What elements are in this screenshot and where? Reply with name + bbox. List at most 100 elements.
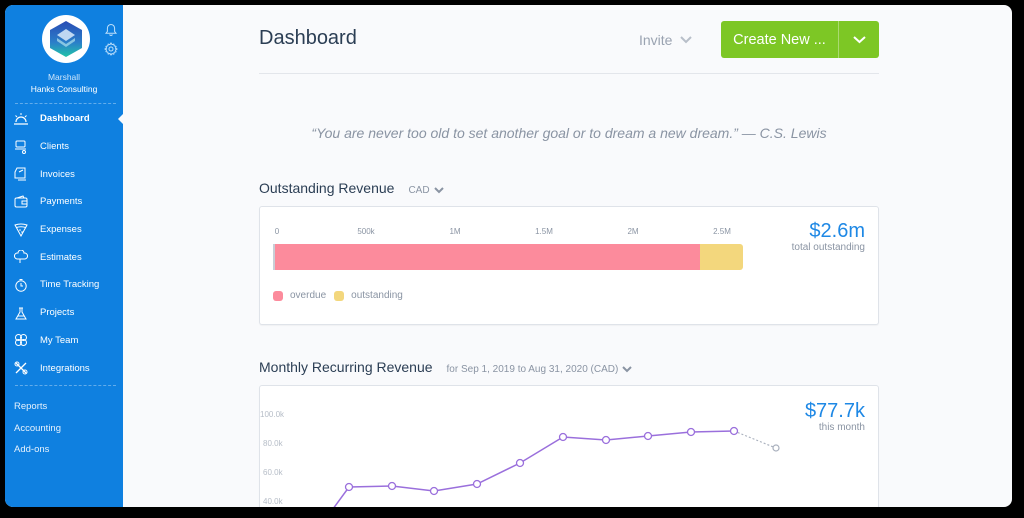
data-point: [643, 431, 653, 441]
outstanding-revenue-title: Outstanding Revenue CAD: [259, 180, 444, 196]
sidebar-divider: [15, 103, 116, 104]
sidebar-item-label: Estimates: [40, 251, 82, 263]
sidebar-item-expenses[interactable]: Expenses: [5, 216, 123, 244]
invite-label: Invite: [639, 32, 673, 48]
sidebar-item-add-ons[interactable]: Add-ons: [14, 444, 50, 456]
date-range-label: for Sep 1, 2019 to Aug 31, 2020 (CAD): [446, 364, 619, 375]
integrations-tools-icon: [13, 360, 29, 376]
sidebar-item-time-tracking[interactable]: Time Tracking: [5, 271, 123, 299]
section-title: Monthly Recurring Revenue: [259, 359, 433, 375]
create-new-button[interactable]: Create New ...: [721, 21, 879, 58]
app-window: Marshall Hanks Consulting Dashboard Clie…: [5, 5, 1012, 507]
sidebar-item-label: Integrations: [40, 362, 90, 374]
total-outstanding: $2.6m total outstanding: [792, 220, 865, 253]
bell-icon[interactable]: [104, 23, 118, 37]
tick-label: 2.5M: [713, 227, 731, 236]
sidebar-item-label: Payments: [40, 196, 83, 208]
outstanding-swatch: [334, 290, 345, 301]
sidebar-item-label: Invoices: [40, 168, 75, 180]
data-point: [601, 435, 611, 445]
tick-label: 500k: [357, 227, 375, 236]
sidebar-item-label: My Team: [40, 334, 79, 346]
y-tick-label: 40.0k: [263, 497, 283, 506]
mrr-title: Monthly Recurring Revenue for Sep 1, 201…: [259, 359, 633, 375]
gear-icon[interactable]: [104, 42, 118, 56]
sidebar-nav: Dashboard Clients Invoices Payments: [5, 105, 123, 382]
sidebar-item-integrations[interactable]: Integrations: [5, 354, 123, 382]
sidebar-item-invoices[interactable]: Invoices: [5, 160, 123, 188]
sidebar-item-label: Expenses: [40, 224, 82, 236]
legend-label: overdue: [290, 290, 327, 301]
create-new-label[interactable]: Create New ...: [721, 21, 839, 58]
sidebar-item-label: Projects: [40, 307, 75, 319]
tick-label: 1M: [449, 227, 461, 236]
section-title: Outstanding Revenue: [259, 180, 395, 196]
data-point: [387, 481, 397, 491]
sidebar-item-reports[interactable]: Reports: [14, 401, 48, 412]
y-tick-label: 80.0k: [263, 439, 283, 448]
tick-label: 0: [274, 227, 280, 236]
team-icon: [13, 332, 29, 348]
legend-label: outstanding: [351, 290, 403, 301]
total-outstanding-label: total outstanding: [791, 242, 865, 253]
legend-overdue: overdue: [273, 290, 326, 301]
dashboard-sun-icon: [13, 111, 29, 127]
sidebar-item-estimates[interactable]: Estimates: [5, 243, 123, 271]
chevron-down-icon: [622, 366, 633, 373]
sidebar: Marshall Hanks Consulting Dashboard Clie…: [5, 5, 123, 507]
data-point: [558, 432, 568, 442]
outstanding-bar: [273, 244, 743, 270]
data-point: [515, 458, 525, 468]
invite-button[interactable]: Invite: [639, 32, 693, 48]
data-point: [472, 479, 482, 489]
data-point: [729, 426, 739, 436]
y-tick-label: 60.0k: [263, 468, 283, 477]
chevron-down-icon: [680, 36, 693, 44]
tick-label: 1.5M: [535, 227, 553, 236]
motivational-quote: “You are never too old to set another go…: [311, 125, 827, 141]
sidebar-item-my-team[interactable]: My Team: [5, 327, 123, 355]
main-content: Dashboard Invite Create New ... “You are…: [123, 5, 1012, 507]
mrr-value: $77.7k: [804, 400, 865, 422]
invoices-icon: [13, 166, 29, 182]
sidebar-item-label: Dashboard: [40, 113, 90, 125]
stopwatch-icon: [13, 277, 29, 293]
data-point: [429, 486, 439, 496]
total-outstanding-value: $2.6m: [809, 220, 865, 242]
header-divider: [259, 73, 879, 74]
data-point: [344, 482, 354, 492]
create-new-dropdown[interactable]: [839, 21, 879, 58]
legend-outstanding: outstanding: [334, 290, 403, 301]
overdue-segment[interactable]: [275, 244, 700, 270]
payments-wallet-icon: [13, 194, 29, 210]
projected-data-point: [772, 444, 780, 452]
estimates-cloud-icon: [13, 249, 29, 265]
sidebar-item-accounting[interactable]: Accounting: [14, 422, 62, 434]
mrr-value-label: this month: [818, 422, 865, 433]
sidebar-item-label: Time Tracking: [40, 279, 100, 291]
overdue-swatch: [273, 290, 283, 301]
company-logo[interactable]: [42, 15, 90, 63]
mrr-card: 100.0k 80.0k 60.0k 40.0k: [259, 385, 879, 507]
bar-legend: overdue outstanding: [273, 290, 411, 301]
company-name-line2: Hanks Consulting: [30, 84, 98, 94]
company-name-line1: Marshall: [47, 72, 81, 82]
tick-label: 2M: [627, 227, 639, 236]
sidebar-item-label: Clients: [40, 141, 70, 153]
sidebar-lower-nav: Reports Accounting Add-ons: [14, 399, 61, 464]
sidebar-item-clients[interactable]: Clients: [5, 133, 123, 161]
sidebar-item-projects[interactable]: Projects: [5, 299, 123, 327]
mrr-line-chart: [333, 426, 780, 507]
date-range-dropdown[interactable]: for Sep 1, 2019 to Aug 31, 2020 (CAD): [447, 364, 633, 375]
sidebar-divider: [15, 385, 116, 386]
currency-label: CAD: [408, 185, 430, 196]
y-tick-label: 100.0k: [260, 410, 285, 419]
currency-dropdown[interactable]: CAD: [408, 185, 444, 196]
outstanding-revenue-card: 0 500k 1M 1.5M 2M 2.5M overdue outstandi…: [259, 206, 879, 325]
chevron-down-icon: [852, 35, 866, 43]
sidebar-item-dashboard[interactable]: Dashboard: [5, 105, 123, 133]
outstanding-segment[interactable]: [700, 244, 743, 270]
sidebar-item-payments[interactable]: Payments: [5, 188, 123, 216]
expenses-pizza-icon: [13, 222, 29, 238]
page-title: Dashboard: [259, 27, 357, 49]
